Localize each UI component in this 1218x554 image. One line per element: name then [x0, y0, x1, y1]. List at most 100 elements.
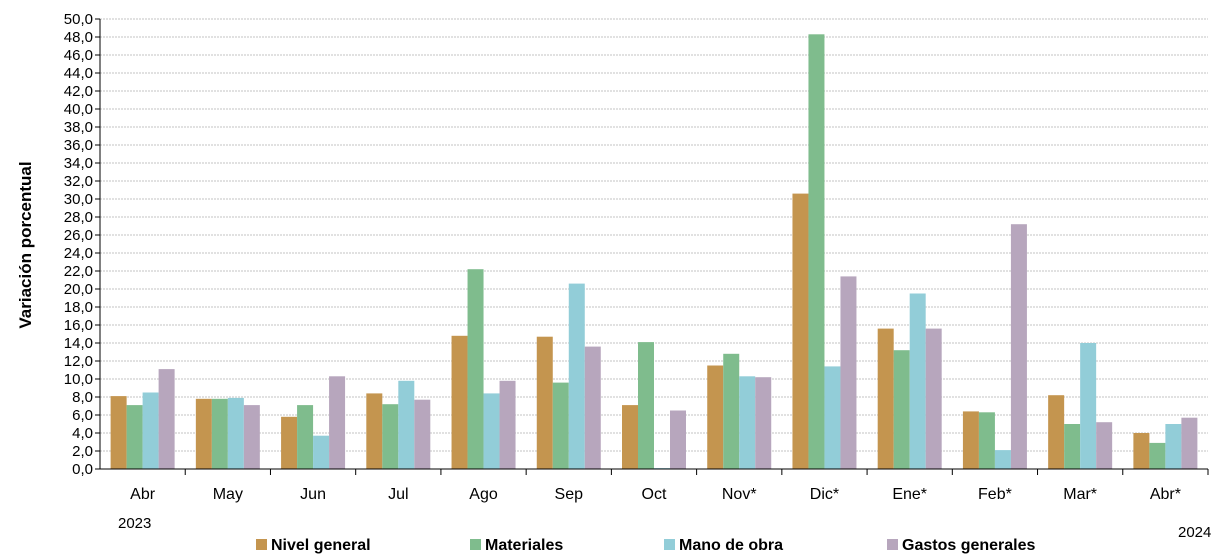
bar [1080, 343, 1097, 469]
bar [877, 328, 894, 469]
bar [568, 283, 585, 469]
y-tick-label: 10,0 [64, 371, 93, 388]
bar [584, 346, 601, 469]
x-tick-label: Ene* [892, 486, 927, 503]
bar [195, 398, 212, 469]
legend-swatch [887, 539, 898, 550]
bar [638, 342, 654, 469]
bar [670, 410, 686, 469]
x-tick-label: Oct [642, 486, 667, 503]
y-tick-label: 16,0 [64, 317, 93, 334]
y-tick-label: 48,0 [64, 29, 93, 46]
y-tick-label: 42,0 [64, 83, 93, 100]
bar [398, 380, 415, 469]
bars [110, 34, 1198, 470]
y-tick-label: 20,0 [64, 281, 93, 298]
legend-label: Gastos generales [902, 537, 1036, 554]
y-tick-label: 44,0 [64, 65, 93, 82]
year-label-end: 2024 [1178, 524, 1211, 541]
bar [158, 369, 175, 469]
x-tick-label: Abr* [1150, 486, 1181, 503]
y-tick-label: 46,0 [64, 47, 93, 64]
bar [994, 450, 1011, 469]
bar [451, 335, 468, 469]
y-tick-label: 2,0 [72, 443, 93, 460]
x-tick-label: Dic* [810, 486, 839, 503]
bar [499, 380, 516, 469]
y-tick-label: 40,0 [64, 101, 93, 118]
gridlines [95, 18, 1208, 470]
y-tick-label: 22,0 [64, 263, 93, 280]
bar [126, 405, 143, 469]
legend-swatch [664, 539, 675, 550]
bar [329, 376, 346, 469]
bar [1010, 224, 1027, 469]
bar [382, 404, 399, 469]
bar [211, 398, 228, 469]
bar [723, 353, 740, 469]
bar [739, 376, 756, 469]
year-label-start: 2023 [118, 515, 151, 532]
x-tick-label: Mar* [1063, 486, 1097, 503]
bar [552, 382, 569, 469]
legend-label: Mano de obra [679, 537, 783, 554]
y-tick-label: 14,0 [64, 335, 93, 352]
x-tick-label: Abr [130, 486, 156, 503]
y-tick-label: 6,0 [72, 407, 93, 424]
x-tick-label: Sep [555, 486, 584, 503]
bar [1064, 424, 1081, 469]
y-tick-label: 26,0 [64, 227, 93, 244]
x-tick-label: Ago [469, 486, 498, 503]
x-tick-label: Feb* [978, 486, 1012, 503]
bar [1048, 395, 1065, 469]
bar [808, 34, 825, 470]
bar [925, 328, 942, 469]
x-tick-label: Nov* [722, 486, 757, 503]
y-tick-label: 30,0 [64, 191, 93, 208]
bar [110, 396, 127, 469]
y-axis-tick-labels: 0,02,04,06,08,010,012,014,016,018,020,02… [64, 11, 93, 478]
y-axis-label: Variación porcentual [16, 161, 35, 328]
bar [243, 405, 260, 469]
bar [707, 365, 724, 469]
bar [962, 411, 979, 469]
y-tick-label: 28,0 [64, 209, 93, 226]
y-tick-label: 4,0 [72, 425, 93, 442]
bar [792, 193, 809, 469]
axes [99, 19, 1208, 470]
bar [1096, 422, 1113, 469]
legend-label: Nivel general [271, 537, 371, 554]
x-axis-category-labels: Abr May Jun Jul Ago Sep Oct Nov* Dic* Ene* Feb* Mar… [130, 469, 1209, 503]
bar [281, 416, 298, 469]
bar [536, 336, 553, 469]
y-tick-label: 32,0 [64, 173, 93, 190]
bar [622, 405, 638, 469]
bar [467, 269, 484, 469]
x-tick-label: Jun [300, 486, 326, 503]
bar [1149, 442, 1166, 469]
bar [1133, 433, 1150, 469]
y-tick-label: 50,0 [64, 11, 93, 28]
bar [313, 435, 330, 469]
bar [297, 405, 314, 469]
legend-label: Materiales [485, 537, 563, 554]
y-tick-label: 18,0 [64, 299, 93, 316]
bar [893, 350, 910, 469]
y-tick-label: 24,0 [64, 245, 93, 262]
legend-swatch [256, 539, 267, 550]
bar [366, 393, 383, 469]
bar [755, 377, 772, 469]
bar [824, 366, 841, 469]
y-tick-label: 0,0 [72, 461, 93, 478]
y-tick-label: 34,0 [64, 155, 93, 172]
bar [909, 293, 926, 469]
y-tick-label: 12,0 [64, 353, 93, 370]
legend-swatch [470, 539, 481, 550]
y-tick-label: 38,0 [64, 119, 93, 136]
bar [978, 412, 995, 469]
bar [483, 393, 500, 469]
bar [1181, 417, 1198, 469]
y-tick-label: 8,0 [72, 389, 93, 406]
bar [1165, 424, 1182, 469]
